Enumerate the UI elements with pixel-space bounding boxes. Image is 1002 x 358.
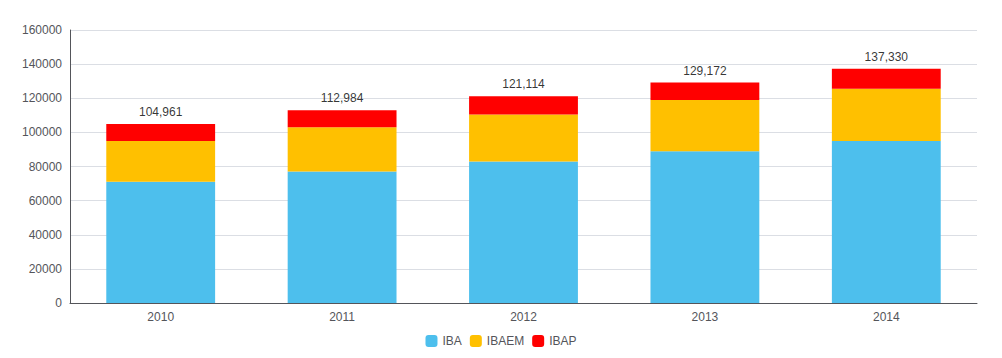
svg-text:IBA: IBA <box>442 334 461 348</box>
svg-text:121,114: 121,114 <box>502 77 545 91</box>
svg-text:2011: 2011 <box>329 310 355 324</box>
svg-text:160000: 160000 <box>22 23 62 37</box>
svg-text:IBAP: IBAP <box>549 334 576 348</box>
svg-text:2010: 2010 <box>147 310 174 324</box>
svg-text:120000: 120000 <box>22 91 62 105</box>
svg-text:0: 0 <box>55 296 62 310</box>
svg-text:140000: 140000 <box>22 57 62 71</box>
svg-text:80000: 80000 <box>29 160 63 174</box>
svg-text:60000: 60000 <box>29 194 63 208</box>
svg-text:IBAEM: IBAEM <box>487 334 524 348</box>
svg-text:2012: 2012 <box>510 310 537 324</box>
svg-text:20000: 20000 <box>29 262 63 276</box>
svg-text:112,984: 112,984 <box>321 91 364 105</box>
svg-text:129,172: 129,172 <box>683 64 727 78</box>
svg-text:137,330: 137,330 <box>865 50 909 64</box>
svg-text:2014: 2014 <box>873 310 900 324</box>
svg-text:104,961: 104,961 <box>139 105 183 119</box>
svg-text:100000: 100000 <box>22 125 62 139</box>
svg-text:40000: 40000 <box>29 228 63 242</box>
svg-text:2013: 2013 <box>692 310 719 324</box>
